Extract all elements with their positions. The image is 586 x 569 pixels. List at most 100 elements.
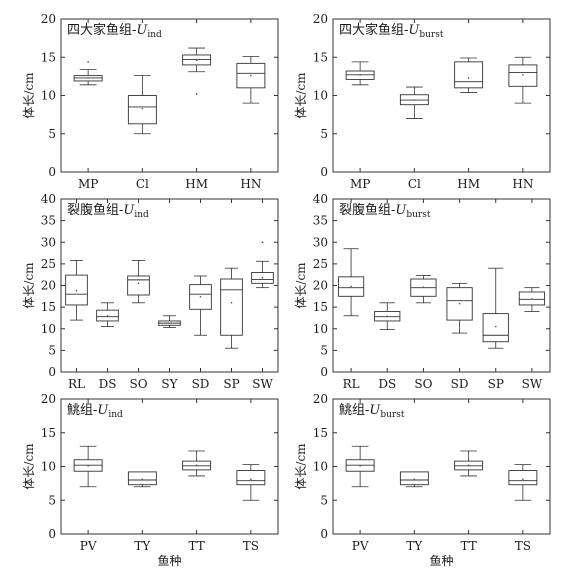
box-Cl [127, 75, 157, 135]
x-tick-label: Cl [136, 177, 149, 191]
panel-title-var: U [123, 203, 135, 218]
panel-title-sub: burst [419, 30, 443, 40]
y-tick-label: 5 [48, 493, 56, 507]
mean-point [199, 295, 202, 298]
y-tick-label: 20 [41, 12, 56, 26]
mean-point [413, 478, 416, 481]
mean-point [386, 315, 389, 318]
y-tick-label: 10 [313, 460, 328, 474]
x-tick-label: SD [192, 377, 210, 391]
y-tick-label: 5 [48, 127, 56, 141]
mean-point [141, 478, 144, 481]
x-tick-label: SP [488, 377, 504, 391]
box-HN [508, 56, 538, 104]
y-tick-label: 20 [313, 279, 328, 293]
mean-point [458, 302, 461, 305]
x-tick-label: RL [343, 377, 360, 391]
y-tick-label: 5 [320, 493, 328, 507]
panel-title-sub: ind [108, 410, 123, 420]
x-tick-label: HN [512, 177, 533, 191]
box-SW [518, 287, 546, 312]
panel-title-sub: ind [134, 210, 149, 220]
box-iqr [127, 95, 157, 125]
mean-point [261, 276, 264, 279]
y-tick-label: 15 [313, 50, 328, 64]
y-tick-label: 15 [313, 426, 328, 440]
panel-title: 鮡组-Uind [67, 403, 123, 420]
x-tick-label: TY [406, 539, 423, 553]
x-tick-label: SP [223, 377, 239, 391]
panel-title-text: 四大家鱼组- [339, 22, 408, 38]
panel-title-text: 裂腹鱼组- [67, 202, 123, 218]
mean-point [168, 322, 171, 324]
panel-title: 四大家鱼组-Uburst [339, 22, 444, 40]
y-tick-label: 35 [313, 214, 328, 228]
box-SP [482, 267, 509, 349]
box-RL [65, 260, 88, 321]
mean-point [141, 107, 144, 110]
y-axis-label: 体长/cm [294, 72, 308, 119]
x-tick-label: TS [243, 539, 259, 553]
box-HM [454, 57, 484, 93]
y-tick-label: 5 [320, 343, 328, 357]
y-tick-label: 0 [48, 165, 56, 179]
mean-point [250, 478, 252, 481]
box-SD [446, 282, 473, 334]
mean-point [137, 282, 140, 285]
box-DS [96, 302, 119, 327]
y-tick-label: 20 [313, 12, 328, 26]
box-TT [454, 450, 484, 477]
x-tick-label: HM [185, 177, 208, 191]
box-SO [127, 260, 150, 304]
mean-point [359, 74, 361, 76]
y-tick-label: 25 [41, 257, 56, 271]
box-iqr [508, 470, 538, 486]
panel-title: 裂腹鱼组-Uind [67, 202, 149, 220]
y-tick-label: 0 [320, 165, 328, 179]
panel-title-var: U [395, 203, 407, 218]
box-HN [236, 56, 266, 104]
y-tick-label: 0 [48, 527, 56, 541]
panel-4: 0 5 10 15 20 25 30 35 40 体长/cm 裂腹鱼组-Uburst RL DS SO SD… [294, 192, 551, 391]
mean-point [87, 465, 89, 467]
mean-point [350, 285, 352, 288]
panel-title: 鮡组-Uburst [339, 403, 405, 420]
mean-point [422, 286, 425, 289]
y-tick-label: 20 [313, 392, 328, 406]
y-tick-label: 10 [41, 89, 56, 103]
mean-point [359, 465, 361, 467]
x-axis-label: 鱼种 [429, 554, 453, 568]
y-tick-label: 15 [41, 300, 56, 314]
y-tick-label: 35 [41, 214, 56, 228]
box-SO [410, 275, 437, 304]
y-tick-label: 0 [320, 527, 328, 541]
box-SW [251, 241, 274, 289]
box-MP [345, 61, 375, 86]
y-tick-label: 25 [313, 257, 328, 271]
y-tick-label: 30 [41, 235, 56, 249]
mean-point [250, 74, 252, 77]
x-tick-label: HN [240, 177, 261, 191]
x-tick-label: TS [515, 539, 531, 553]
mean-point [413, 99, 416, 101]
x-tick-label: PV [352, 539, 369, 553]
box-SY [158, 315, 181, 328]
y-tick-label: 30 [313, 235, 328, 249]
x-tick-label: MP [78, 177, 98, 191]
box-DS [374, 302, 401, 331]
box-HM [182, 47, 212, 95]
panel-title-var: U [408, 23, 420, 38]
box-PV [345, 445, 375, 488]
box-Cl [399, 86, 429, 119]
box-PV [73, 445, 103, 488]
panel-title-var: U [369, 403, 381, 418]
y-axis-label: 体长/cm [294, 262, 308, 309]
outlier-point [87, 60, 90, 63]
x-tick-label: SY [161, 377, 178, 391]
panel-title-text: 鮡组- [339, 403, 369, 418]
x-tick-label: TT [461, 539, 477, 553]
x-tick-label: DS [99, 377, 117, 391]
x-tick-label: MP [350, 177, 370, 191]
panel-title: 四大家鱼组-Uind [67, 22, 162, 40]
y-tick-label: 5 [320, 127, 328, 141]
